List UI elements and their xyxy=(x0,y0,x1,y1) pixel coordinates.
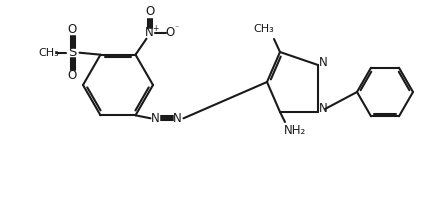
Text: +: + xyxy=(152,24,158,33)
Text: O: O xyxy=(145,5,154,18)
Text: CH₃: CH₃ xyxy=(253,24,274,34)
Text: N: N xyxy=(145,26,154,39)
Text: CH₃: CH₃ xyxy=(38,48,59,58)
Text: ⁻: ⁻ xyxy=(174,24,179,33)
Text: O: O xyxy=(68,69,77,82)
Text: N: N xyxy=(319,55,327,68)
Text: O: O xyxy=(68,23,77,36)
Text: S: S xyxy=(68,46,77,59)
Text: NH₂: NH₂ xyxy=(284,124,306,138)
Text: N: N xyxy=(151,112,160,125)
Text: N: N xyxy=(319,102,327,116)
Text: O: O xyxy=(166,26,175,39)
Text: N: N xyxy=(173,112,182,125)
